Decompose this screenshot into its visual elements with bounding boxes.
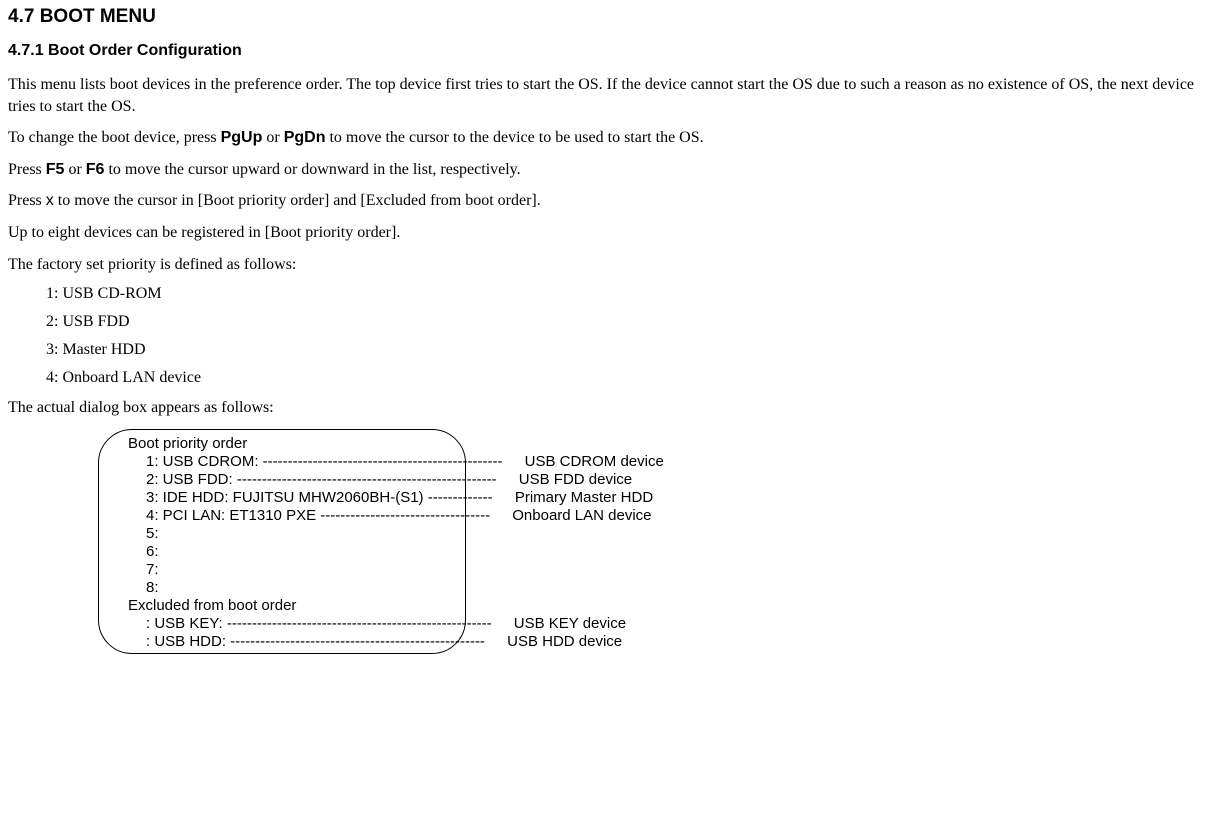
boot-row-desc: Primary Master HDD <box>515 489 653 507</box>
key-x: x <box>46 192 54 209</box>
list-item: 4: Onboard LAN device <box>46 369 1212 387</box>
key-pgdn: PgDn <box>284 129 326 146</box>
boot-row-label: 6: <box>146 543 159 561</box>
list-item: 2: USB FDD <box>46 313 1212 331</box>
boot-row-label: 3: IDE HDD: FUJITSU MHW2060BH-(S1) -----… <box>146 489 493 507</box>
subsection-heading: 4.7.1 Boot Order Configuration <box>8 42 1212 60</box>
text-fragment: to move the cursor to the device to be u… <box>325 129 703 146</box>
boot-row-label: 7: <box>146 561 159 579</box>
dialog-content: Boot priority order 1: USB CDROM: ------… <box>98 429 1212 657</box>
text-fragment: Press <box>8 161 46 178</box>
boot-row: 5: <box>128 525 1212 543</box>
paragraph-x-key: Press x to move the cursor in [Boot prio… <box>8 190 1212 212</box>
text-fragment: or <box>262 129 283 146</box>
excluded-row: : USB KEY: -----------------------------… <box>128 615 1212 633</box>
dialog-header: Boot priority order <box>128 435 1212 453</box>
boot-row-desc: USB FDD device <box>519 471 632 489</box>
text-fragment: to move the cursor in [Boot priority ord… <box>54 192 541 209</box>
list-item: 3: Master HDD <box>46 341 1212 359</box>
factory-priority-list: 1: USB CD-ROM 2: USB FDD 3: Master HDD 4… <box>46 285 1212 387</box>
boot-row: 8: <box>128 579 1212 597</box>
boot-row: 1: USB CDROM: --------------------------… <box>128 453 1212 471</box>
paragraph-f5-f6: Press F5 or F6 to move the cursor upward… <box>8 159 1212 181</box>
text-fragment: or <box>64 161 85 178</box>
boot-row-label: 2: USB FDD: ----------------------------… <box>146 471 497 489</box>
paragraph-change-device: To change the boot device, press PgUp or… <box>8 127 1212 149</box>
boot-row-desc: Onboard LAN device <box>512 507 651 525</box>
paragraph-eight-devices: Up to eight devices can be registered in… <box>8 222 1212 244</box>
excluded-row-label: : USB HDD: -----------------------------… <box>146 633 485 651</box>
excluded-header: Excluded from boot order <box>128 597 1212 615</box>
text-fragment: To change the boot device, press <box>8 129 221 146</box>
paragraph-dialog-intro: The actual dialog box appears as follows… <box>8 397 1212 419</box>
text-fragment: to move the cursor upward or downward in… <box>104 161 520 178</box>
boot-row: 3: IDE HDD: FUJITSU MHW2060BH-(S1) -----… <box>128 489 1212 507</box>
paragraph-intro: This menu lists boot devices in the pref… <box>8 74 1212 117</box>
key-f6: F6 <box>86 161 105 178</box>
boot-dialog-wrap: Boot priority order 1: USB CDROM: ------… <box>98 429 1212 657</box>
list-item: 1: USB CD-ROM <box>46 285 1212 303</box>
boot-row-label: 4: PCI LAN: ET1310 PXE -----------------… <box>146 507 490 525</box>
boot-row: 7: <box>128 561 1212 579</box>
excluded-row: : USB HDD: -----------------------------… <box>128 633 1212 651</box>
excluded-row-desc: USB HDD device <box>507 633 622 651</box>
boot-row: 4: PCI LAN: ET1310 PXE -----------------… <box>128 507 1212 525</box>
boot-row: 6: <box>128 543 1212 561</box>
section-heading: 4.7 BOOT MENU <box>8 6 1212 28</box>
text-fragment: Press <box>8 192 46 209</box>
boot-row-label: 8: <box>146 579 159 597</box>
boot-row-label: 5: <box>146 525 159 543</box>
paragraph-factory-priority: The factory set priority is defined as f… <box>8 254 1212 276</box>
boot-row: 2: USB FDD: ----------------------------… <box>128 471 1212 489</box>
key-f5: F5 <box>46 161 65 178</box>
boot-row-desc: USB CDROM device <box>525 453 664 471</box>
boot-row-label: 1: USB CDROM: --------------------------… <box>146 453 502 471</box>
excluded-row-desc: USB KEY device <box>514 615 626 633</box>
key-pgup: PgUp <box>221 129 263 146</box>
excluded-row-label: : USB KEY: -----------------------------… <box>146 615 492 633</box>
